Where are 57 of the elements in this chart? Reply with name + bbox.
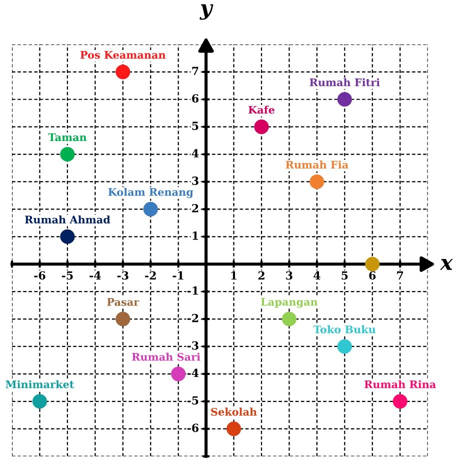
y-tick-label: 7: [192, 66, 198, 75]
series-label: Taman: [48, 133, 87, 142]
x-tick-label: 7: [397, 271, 404, 280]
y-axis-title: y: [200, 4, 214, 20]
x-tick-label: 6: [369, 271, 376, 280]
point: [310, 174, 324, 190]
series-label: Rumah Rina: [364, 380, 436, 388]
y-tick-label: -3: [187, 341, 198, 350]
point: [32, 394, 48, 409]
point: [282, 312, 296, 326]
x-axis-title: x: [440, 259, 453, 270]
x-tick-label: -5: [62, 271, 73, 280]
x-tick-label: 3: [286, 271, 292, 280]
point: [171, 366, 186, 382]
x-tick-label: -2: [145, 271, 156, 280]
x-tick-label: -3: [117, 271, 128, 280]
point: [143, 202, 158, 216]
series-label: Pos Keamanan: [80, 51, 166, 59]
y-tick-label: -6: [187, 424, 199, 432]
y-tick-label: -5: [187, 396, 198, 405]
x-tick-label: -1: [172, 271, 184, 280]
x-tick-label: 2: [258, 271, 264, 280]
x-tick-label: -6: [34, 271, 46, 280]
y-tick-label: 2: [192, 204, 198, 212]
y-tick-label: 5: [192, 122, 198, 130]
point: [116, 64, 130, 80]
series-label: Rumah Fia: [286, 160, 348, 169]
y-tick-label: 4: [192, 149, 199, 158]
point: [337, 92, 352, 107]
series-label: Rumah Fitri: [310, 78, 380, 86]
series-label: Pasar: [107, 298, 140, 306]
point: [60, 147, 75, 162]
y-tick-label: 1: [192, 231, 198, 240]
point: [116, 312, 130, 326]
x-tick-label: 1: [231, 271, 237, 280]
point: [337, 339, 352, 354]
point: [60, 229, 75, 244]
series-label: Rumah Sari: [132, 352, 200, 361]
series-label: Lapangan: [261, 298, 318, 308]
y-tick-label: 6: [192, 94, 199, 103]
series-label: Minimarket: [6, 380, 74, 388]
y-tick-label: 3: [192, 176, 198, 185]
y-tick-label: -1: [187, 286, 198, 295]
series-label: Kolam Renang: [108, 188, 194, 198]
x-tick-label: -4: [90, 271, 101, 280]
y-tick-label: -2: [187, 314, 198, 322]
x-tick-label: 5: [342, 271, 348, 280]
x-tick-label: 4: [314, 271, 320, 280]
point: [365, 256, 380, 272]
series-label: Kafe: [248, 106, 274, 114]
y-tick-label: -4: [187, 368, 199, 377]
series-label: Rumah Ahmad: [24, 215, 110, 224]
point: [392, 394, 408, 409]
point: [254, 120, 269, 134]
series-label: Toko Buku: [314, 325, 376, 334]
series-label: Sekolah: [211, 408, 257, 416]
point: [226, 422, 242, 436]
